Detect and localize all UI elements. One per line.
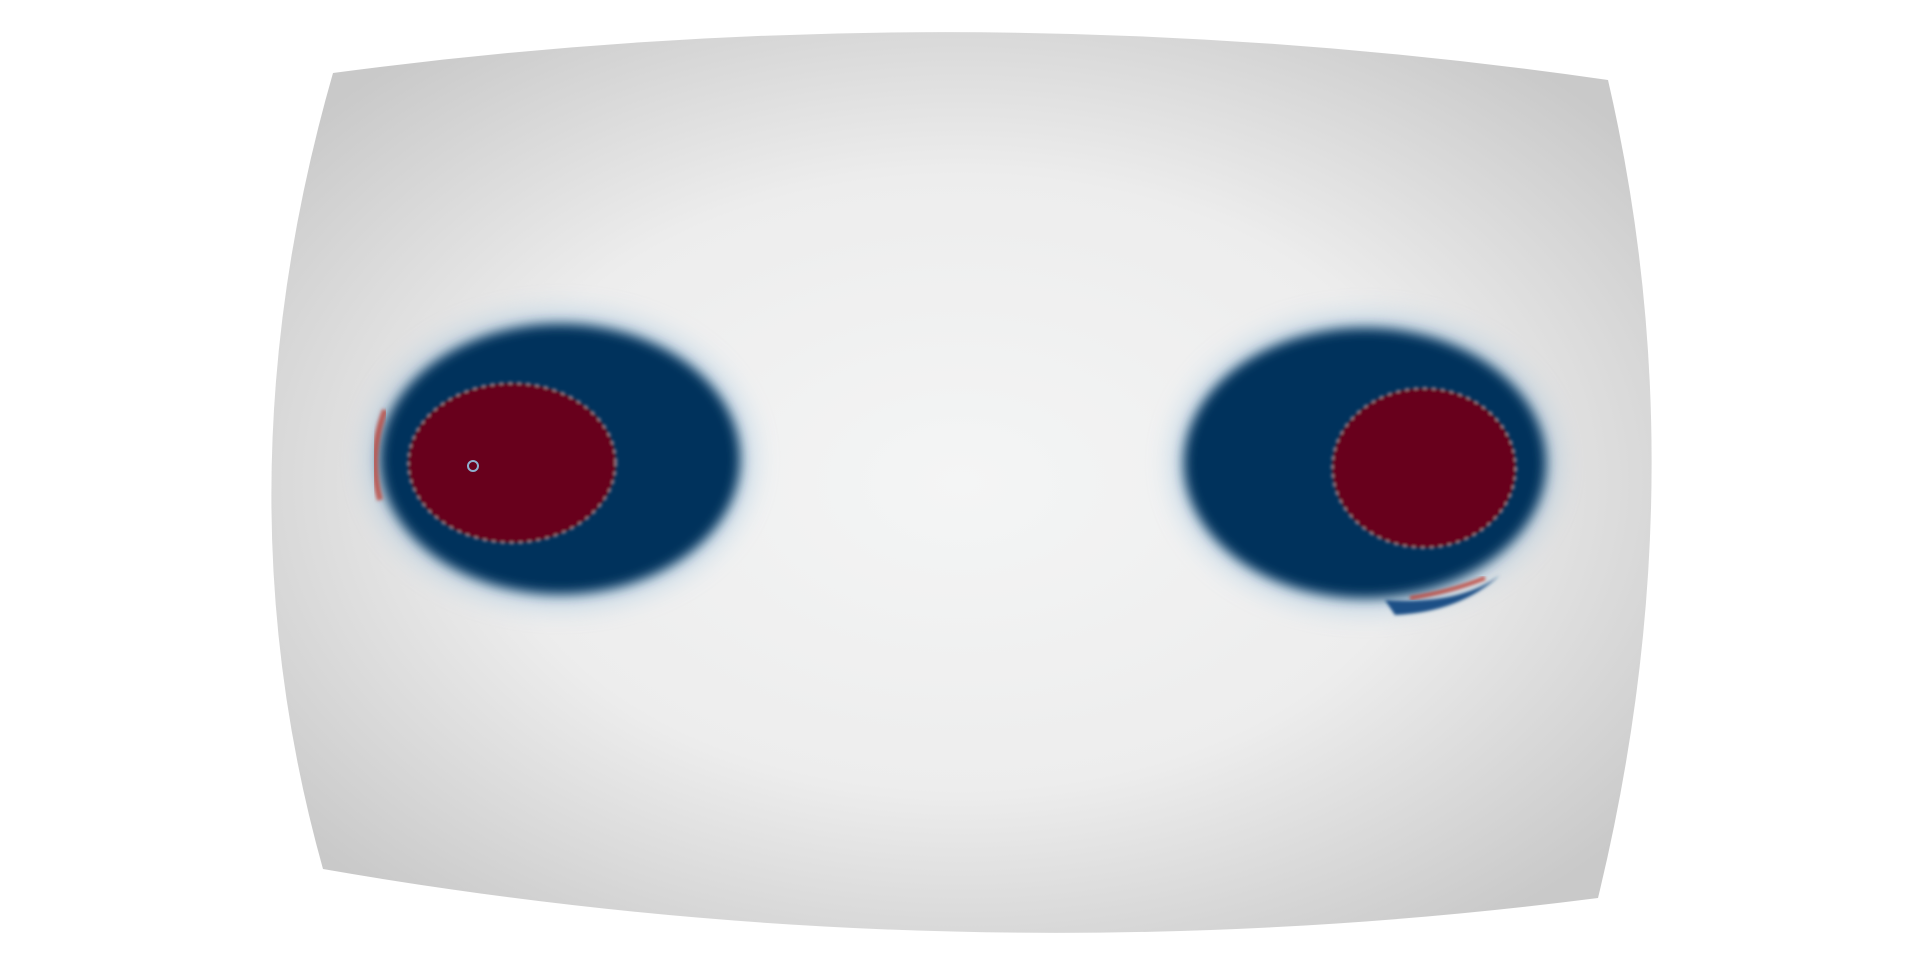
red-core [1331,387,1517,549]
red-core [407,382,617,544]
surface [271,32,1652,933]
red-rim [1409,576,1486,600]
right-vortex [1175,318,1555,615]
core-dot [467,460,479,472]
red-rim [372,408,388,501]
left-vortex [370,314,750,604]
tail [1385,575,1500,615]
